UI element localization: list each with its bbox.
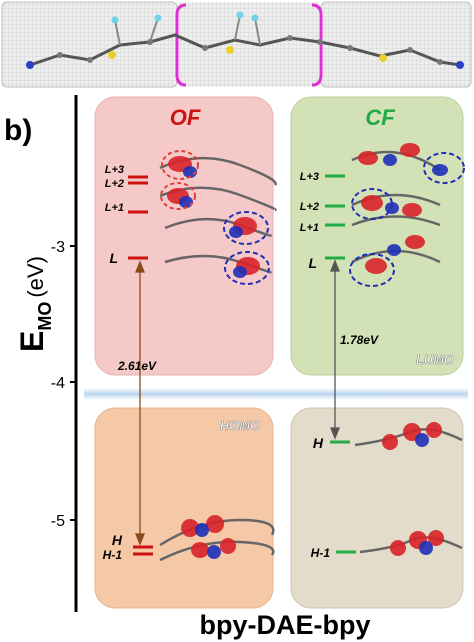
y-tick-label: -5	[51, 513, 65, 530]
of-highlight-circle	[224, 251, 270, 285]
y-tick-label: -3	[51, 239, 65, 256]
cf-level-label: L	[308, 255, 317, 271]
y-axis-subscript: MO	[35, 302, 55, 331]
cf-level-lines	[325, 174, 356, 554]
molecule-atoms	[26, 11, 464, 69]
orbital-of-homo	[159, 515, 275, 562]
cf-gap-label: 1.78eV	[340, 333, 379, 347]
of-homo-box	[94, 407, 274, 609]
cf-highlight-circle	[349, 253, 395, 287]
of-lumo-box	[94, 96, 274, 376]
y-axis-title: EMO (eV)	[14, 256, 55, 352]
bracket-right	[311, 3, 323, 87]
molecule-frame-center	[179, 2, 319, 87]
of-level-label: H-1	[103, 548, 123, 562]
cf-level-label: L+1	[300, 222, 319, 234]
cf-level-label: L+2	[300, 201, 319, 213]
of-title: OF	[170, 105, 201, 130]
orbital-of-lumo	[159, 150, 277, 285]
cf-level-label: H-1	[311, 546, 331, 560]
separator-band	[84, 388, 468, 400]
cf-homo-box	[290, 407, 464, 609]
molecule-frame-right	[320, 1, 472, 88]
of-level-label: H	[112, 532, 123, 548]
bracket-left	[175, 3, 187, 87]
of-level-label: L+1	[105, 202, 124, 214]
of-highlight-circle	[223, 211, 269, 245]
cf-lumo-box	[290, 96, 464, 376]
cf-highlight-circle	[351, 188, 393, 220]
cf-gap-arrow	[330, 259, 340, 440]
of-level-label: L+3	[105, 164, 124, 176]
y-tick-label: -4	[51, 375, 65, 392]
of-gap-arrow	[135, 260, 145, 546]
molecule-skeleton	[29, 14, 461, 67]
molecule-strip	[1, 1, 472, 88]
cf-level-label: L+3	[300, 171, 319, 183]
of-level-lines	[128, 175, 153, 556]
of-level-label: L	[109, 250, 118, 266]
orbital-cf-homo	[354, 422, 463, 556]
of-highlight-circle	[161, 150, 199, 180]
y-axis-unit: (eV)	[23, 256, 48, 298]
y-axis-symbol: E	[14, 331, 50, 352]
x-axis-title: bpy-DAE-bpy	[200, 610, 371, 640]
cf-title: CF	[365, 105, 395, 130]
cf-level-label: H	[313, 435, 324, 451]
y-axis-ticks	[70, 245, 76, 521]
cf-highlight-circle	[423, 152, 465, 184]
of-highlight-circle	[160, 182, 196, 210]
of-gap-label: 2.61eV	[117, 359, 157, 373]
cf-lumo-tag: LUMO	[416, 352, 454, 367]
orbital-cf-lumo	[349, 143, 465, 287]
of-homo-tag: HOMO	[220, 418, 260, 433]
svg-text:EMO(eV): EMO (eV)	[14, 256, 55, 352]
panel-label: b)	[4, 114, 32, 147]
of-level-label: L+2	[105, 178, 124, 190]
